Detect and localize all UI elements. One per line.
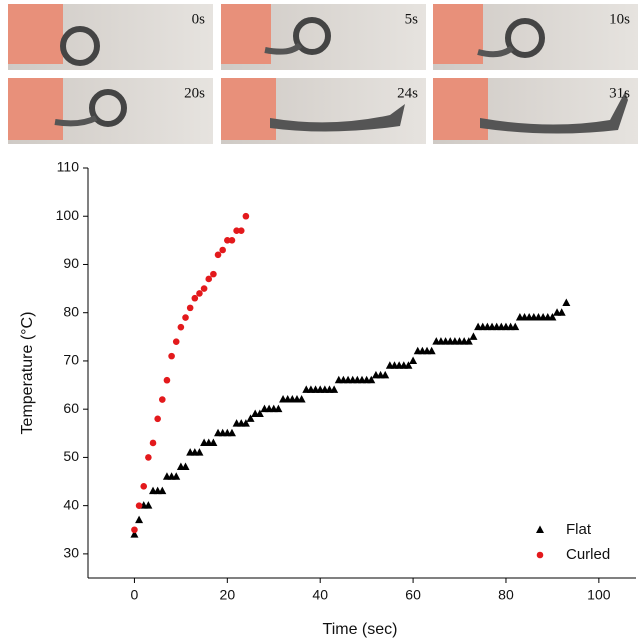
marker [135,502,143,509]
marker [177,323,185,331]
marker [159,396,166,403]
y-tick-label: 60 [63,400,79,416]
photo [8,78,213,144]
y-tick-label: 30 [63,545,79,561]
marker [233,227,240,235]
photo [221,78,426,144]
marker [367,375,376,384]
x-tick-label: 40 [312,587,328,603]
legend-label: Curled [566,546,610,563]
y-tick-label: 80 [63,303,79,319]
photo-label: 10s [609,11,630,27]
marker [191,294,199,302]
marker [228,237,236,244]
marker [469,332,478,340]
photo-label: 5s [405,11,419,27]
marker [163,376,171,384]
marker [145,454,152,461]
marker [557,308,566,316]
x-axis-title: Time (sec) [323,621,398,638]
marker [140,483,148,490]
marker [196,290,203,297]
marker [227,428,236,437]
marker [241,419,250,427]
photo [433,4,638,70]
marker [168,352,175,360]
marker [297,395,306,403]
marker [172,472,181,480]
marker [464,337,473,345]
marker [381,370,390,379]
marker [135,515,144,524]
marker [181,462,190,471]
marker [154,415,161,423]
y-axis-title: Temperature (°C) [19,312,36,435]
marker [511,322,520,331]
marker [149,439,157,447]
marker [200,285,208,292]
marker [219,246,226,254]
photo-label: 31s [609,85,630,101]
legend-marker [536,551,544,559]
photo-label: 20s [184,85,205,101]
legend-label: Flat [566,521,592,538]
y-tick-label: 50 [63,448,79,464]
marker [131,526,138,534]
y-tick-label: 110 [57,159,80,175]
marker [182,314,189,321]
y-tick-label: 100 [56,207,80,223]
y-tick-label: 70 [63,352,79,368]
marker [242,212,250,220]
photo-label: 0s [192,11,206,27]
marker [209,438,218,446]
photo-panels: 0s 5s 10s 20s 24s 31s [8,4,638,144]
marker [246,414,255,422]
legend-marker [536,525,544,533]
x-tick-label: 60 [405,587,421,603]
marker [205,275,213,283]
marker [255,409,264,417]
marker [330,385,339,393]
photo [433,78,638,144]
marker [224,237,231,244]
marker [144,501,153,509]
x-tick-label: 100 [587,587,611,603]
marker [274,404,283,413]
marker [210,270,217,278]
marker [130,530,139,538]
marker [237,227,245,235]
marker [186,304,194,312]
y-tick-label: 90 [63,255,79,271]
y-tick-label: 40 [63,496,79,512]
marker [548,313,557,321]
photo [8,4,213,70]
marker [404,361,413,369]
x-tick-label: 0 [131,587,139,603]
marker [214,251,222,259]
marker [427,346,436,355]
marker [195,448,204,456]
x-tick-label: 20 [220,587,236,603]
marker [158,486,167,495]
marker [172,338,180,345]
marker [409,356,418,364]
photo-label: 24s [397,85,418,101]
photo [221,4,426,70]
marker [562,298,571,307]
x-tick-label: 80 [498,587,514,603]
